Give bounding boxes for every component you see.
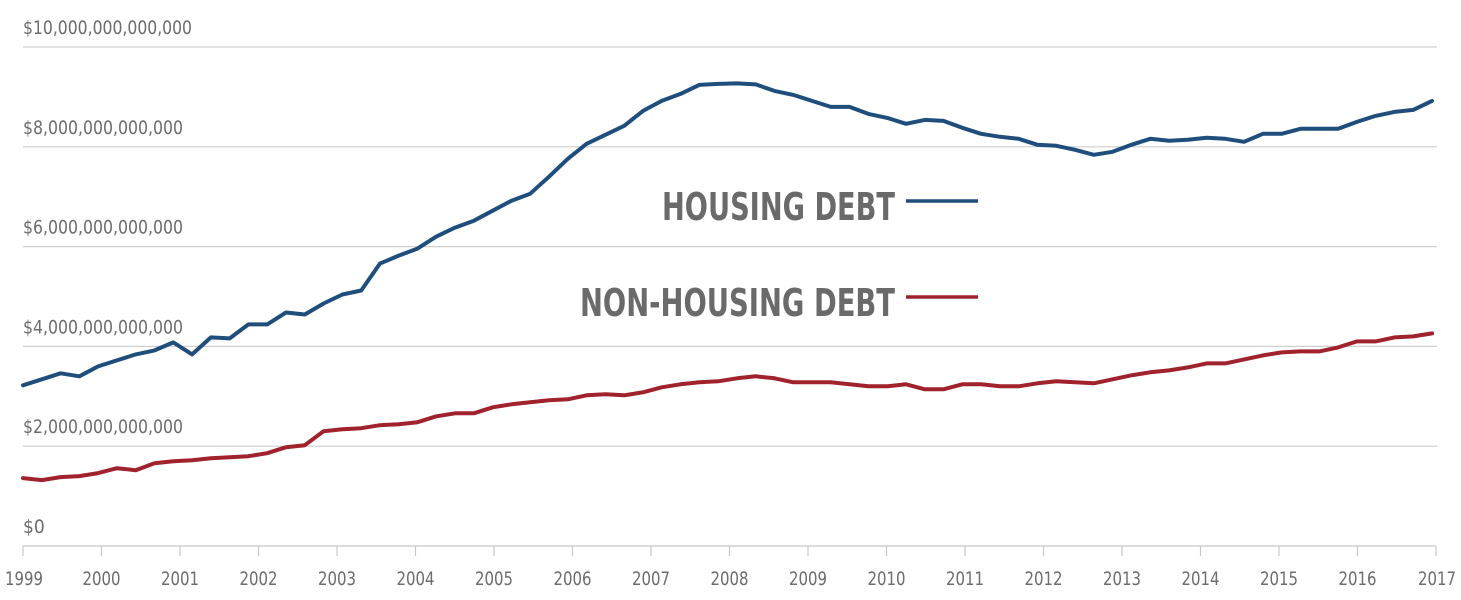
x-tick-label: 2001 (161, 568, 199, 590)
x-tick-label: 2010 (868, 568, 906, 590)
x-tick-label: 2000 (83, 568, 121, 590)
y-tick-label: $10,000,000,000,000 (23, 17, 192, 39)
x-tick-label: 2004 (397, 568, 435, 590)
x-tick-label: 2008 (711, 568, 749, 590)
x-tick-label: 2005 (475, 568, 513, 590)
x-tick-label: 2014 (1182, 568, 1220, 590)
x-tick-label: 2012 (1025, 568, 1063, 590)
x-tick-label: 2015 (1260, 568, 1298, 590)
series-lines (21, 81, 1434, 483)
x-tick-label: 2007 (632, 568, 670, 590)
x-tick-label: 2006 (554, 568, 592, 590)
legend: HOUSING DEBT NON-HOUSING DEBT (580, 185, 978, 325)
x-tick-label: 2017 (1418, 568, 1456, 590)
x-tick-label: 2002 (240, 568, 278, 590)
x-tick-label: 2016 (1339, 568, 1377, 590)
y-tick-label: $8,000,000,000,000 (23, 117, 183, 139)
legend-label-housing-debt: HOUSING DEBT (662, 185, 895, 229)
y-tick-label: $6,000,000,000,000 (23, 217, 183, 239)
x-axis: 1999 2000 2001 2002 2003 2004 2005 2006 2007 2008… (5, 545, 1456, 590)
series-line-housing-debt (21, 81, 1434, 388)
x-tick-label: 2011 (946, 568, 984, 590)
y-tick-label: $2,000,000,000,000 (23, 416, 183, 438)
gridlines (23, 46, 1437, 447)
y-tick-label: $0 (23, 516, 45, 538)
y-tick-label: $4,000,000,000,000 (23, 316, 183, 338)
x-tick-label: 2009 (789, 568, 827, 590)
x-tick-label: 1999 (5, 568, 43, 590)
x-tick-label: 2003 (318, 568, 356, 590)
series-line-non-housing-debt (21, 331, 1434, 483)
y-axis-labels: $0 $2,000,000,000,000 $4,000,000,000,000 $6… (23, 17, 192, 538)
legend-label-non-housing-debt: NON-HOUSING DEBT (580, 281, 895, 325)
x-tick-label: 2013 (1103, 568, 1141, 590)
